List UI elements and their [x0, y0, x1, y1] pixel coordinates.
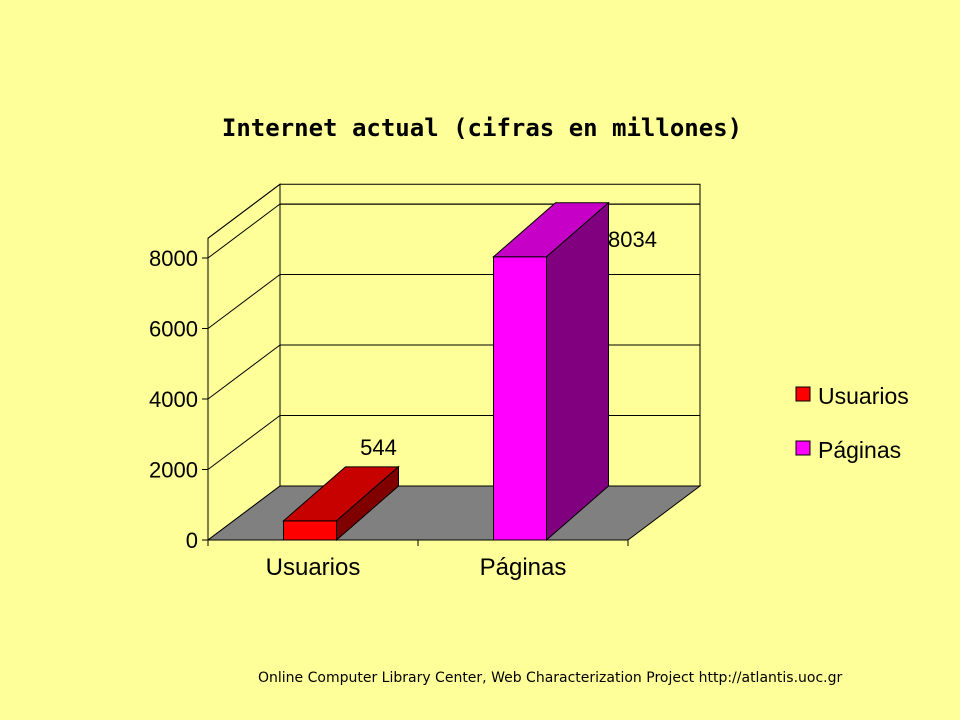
bar-front [493, 256, 547, 541]
y-tick-label: 0 [186, 528, 198, 553]
x-tick-label: Páginas [480, 554, 567, 581]
side-wall [207, 183, 281, 541]
plot-area: 0 2000 4000 6000 8000 Usuarios Páginas 544 8034 [149, 183, 702, 581]
data-label: 544 [360, 435, 397, 460]
y-tick-label: 4000 [149, 387, 198, 412]
bar-side [336, 465, 399, 542]
gridline-side [207, 274, 281, 329]
floor [206, 485, 702, 541]
legend-swatch [795, 440, 811, 456]
bar-usuarios [282, 465, 400, 542]
chart-title: Internet actual (cifras en millones) [222, 114, 742, 142]
legend: Usuarios Páginas [795, 383, 909, 463]
gridline-side [207, 203, 281, 259]
y-tick-label: 8000 [149, 246, 198, 271]
gridline-side [207, 344, 281, 400]
y-tick-label: 6000 [149, 317, 198, 342]
x-tick-label: Usuarios [266, 554, 361, 581]
bar-front [283, 520, 337, 541]
gridline-side [207, 415, 281, 470]
gridline-side [207, 183, 281, 239]
bar-p-ginas [492, 201, 610, 542]
bar-side [546, 201, 609, 542]
legend-label: Usuarios [818, 383, 909, 409]
source-citation: Online Computer Library Center, Web Char… [258, 670, 843, 686]
legend-swatch [795, 386, 811, 402]
data-label: 8034 [608, 227, 657, 252]
legend-label: Páginas [818, 437, 901, 463]
y-tick-label: 2000 [149, 458, 198, 483]
